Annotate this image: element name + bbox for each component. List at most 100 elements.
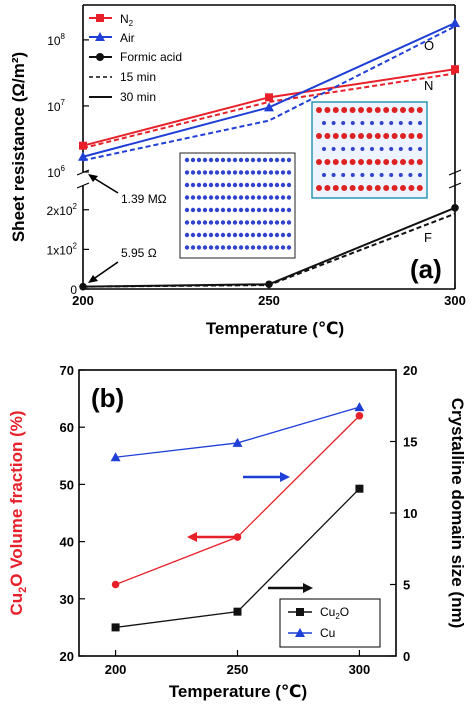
lattice-atom-cu: [214, 170, 220, 175]
lattice-atom-o: [391, 185, 398, 191]
lattice-atom-cu: [274, 157, 280, 163]
lattice-atom-cu: [379, 121, 384, 125]
lattice-atom-o: [324, 107, 331, 113]
lattice-atom-o: [400, 107, 406, 113]
lattice-atom-cu: [232, 232, 238, 238]
panel-a-axis-break-mark: [76, 182, 90, 189]
lattice-atom-cu: [350, 121, 355, 125]
upper-y-tick-label: 108: [47, 32, 65, 48]
lattice-atom-cu: [286, 170, 292, 175]
lattice-atom-o: [358, 133, 364, 139]
lattice-atom-cu: [184, 157, 190, 163]
lattice-atom-cu: [250, 182, 256, 188]
panel-a-label: (a): [410, 254, 442, 284]
data-point-air: [450, 18, 460, 28]
lattice-atom-cu: [208, 220, 214, 225]
lattice-atom-cu: [360, 147, 365, 151]
lattice-atom-cu: [202, 245, 208, 250]
lattice-atom-cu: [244, 170, 250, 175]
annotation-o: O: [424, 38, 434, 53]
legend-15min-label: 15 min: [120, 70, 156, 84]
lattice-atom-cu: [190, 245, 196, 250]
lattice-atom-cu: [238, 220, 244, 225]
lattice-atom-o: [316, 185, 322, 191]
annotation-5-95-arrowhead: [88, 275, 98, 283]
left-y-tick-label: 30: [60, 592, 74, 607]
panel-a-x-title: Temperature (℃): [206, 319, 344, 338]
lattice-atom-cu: [389, 173, 394, 177]
panel-a-x-ticks: 200 250 300: [72, 283, 466, 308]
lattice-atom-cu: [268, 157, 274, 163]
lattice-atom-cu: [232, 245, 238, 250]
lattice-atom-cu: [226, 182, 232, 188]
lattice-atom-cu: [274, 195, 280, 200]
lattice-atom-cu: [250, 157, 256, 163]
lattice-atom-o: [366, 185, 373, 191]
right-y-tick-label: 20: [403, 363, 417, 378]
lattice-atom-cu: [256, 232, 262, 238]
lattice-atom-cu: [244, 195, 250, 200]
lattice-atom-cu: [244, 220, 250, 225]
lattice-atom-cu: [274, 207, 280, 213]
lattice-atom-o: [332, 107, 339, 113]
panel-b-label: (b): [91, 383, 124, 413]
series-cu2o-domain-size-point: [233, 607, 242, 616]
data-point-formic-acid: [451, 203, 459, 212]
panel-b-series: [110, 402, 365, 632]
lattice-atom-cu: [262, 232, 268, 238]
lattice-atom-cu: [190, 220, 196, 225]
lattice-atom-o: [341, 133, 348, 139]
lattice-atom-cu: [331, 147, 336, 151]
lattice-atom-cu: [220, 232, 226, 238]
lattice-atom-cu: [196, 207, 202, 213]
lattice-atom-cu: [238, 170, 244, 175]
lattice-atom-cu: [341, 173, 346, 177]
lattice-atom-cu: [250, 232, 256, 238]
legend-air-label: Air: [120, 31, 135, 45]
lattice-atom-cu: [184, 207, 190, 213]
lattice-atom-cu: [268, 170, 274, 175]
lattice-atom-cu: [286, 245, 292, 250]
panel-a-axis-break-mark-right: [448, 169, 462, 176]
lattice-atom-cu: [331, 121, 336, 125]
lattice-atom-cu: [280, 182, 286, 188]
lattice-atom-cu: [232, 195, 238, 200]
lower-y-tick-label: 1x102: [47, 241, 78, 257]
lattice-atom-cu: [360, 121, 365, 125]
lattice-atom-cu: [256, 195, 262, 200]
lattice-atom-cu: [280, 232, 286, 238]
lattice-atom-cu: [232, 207, 238, 213]
lattice-atom-o: [416, 185, 423, 191]
inset-cu2o-lattice-frame: [311, 101, 428, 199]
lattice-atom-o: [383, 185, 390, 191]
lattice-atom-cu: [389, 121, 394, 125]
legend-n2-marker: [96, 14, 104, 22]
x-tick-label: 300: [349, 662, 371, 677]
lattice-atom-cu: [256, 157, 262, 163]
left-y-tick-label: 70: [60, 363, 74, 378]
legend-formic-label: Formic acid: [120, 50, 182, 64]
lattice-atom-cu: [214, 245, 220, 250]
lattice-atom-cu: [286, 220, 292, 225]
lattice-atom-cu: [322, 147, 326, 151]
lattice-atom-cu: [214, 182, 220, 188]
data-point-air: [264, 102, 274, 112]
panel-b-x-title: Temperature (℃): [169, 682, 307, 701]
lattice-atom-cu: [196, 195, 202, 200]
panel-b-right-y-ticks: 0 5 10 15 20: [390, 363, 417, 664]
data-point-n2: [265, 93, 273, 102]
lattice-atom-cu: [341, 121, 346, 125]
lattice-atom-o: [374, 159, 381, 165]
lattice-atom-cu: [268, 220, 274, 225]
lattice-atom-cu: [226, 157, 232, 163]
lattice-atom-cu: [370, 121, 374, 125]
lattice-atom-cu: [370, 147, 374, 151]
lattice-atom-cu: [244, 182, 250, 188]
lattice-atom-cu: [190, 182, 196, 188]
lattice-atom-cu: [286, 182, 292, 188]
lattice-atom-cu: [389, 147, 394, 151]
lattice-atom-o: [358, 107, 364, 113]
lattice-atom-cu: [418, 147, 422, 151]
lattice-atom-o: [349, 185, 356, 191]
lattice-atom-cu: [196, 170, 202, 175]
